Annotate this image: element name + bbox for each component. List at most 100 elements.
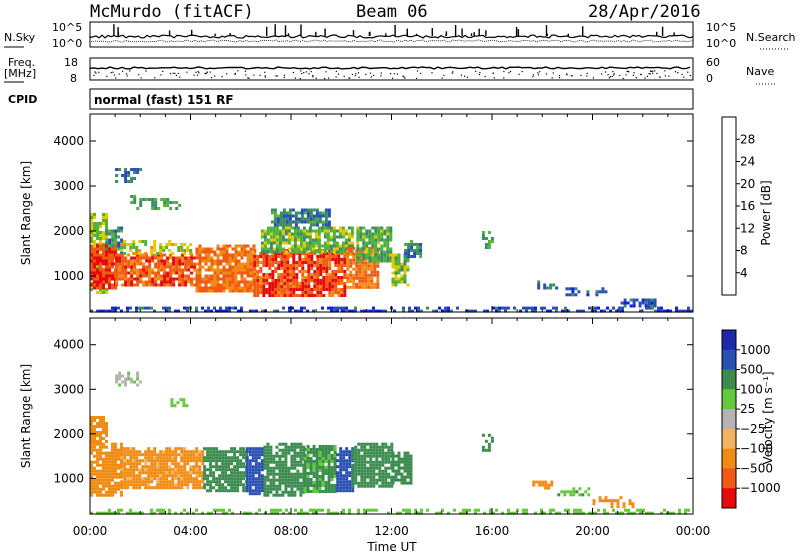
power-cell — [117, 244, 121, 248]
nave-dot — [664, 75, 666, 77]
power-cell — [364, 285, 368, 289]
velocity-cell — [127, 371, 131, 375]
power-cell — [169, 283, 173, 287]
velocity-cell — [372, 508, 375, 512]
velocity-cell — [171, 471, 175, 475]
power-cell — [228, 283, 232, 287]
power-cell — [361, 270, 365, 274]
velocity-cell — [567, 508, 570, 512]
power-cell — [201, 277, 205, 281]
velocity-cell — [150, 508, 153, 512]
nave-dot — [357, 72, 360, 74]
power-cell — [420, 309, 423, 313]
velocity-cell — [93, 419, 96, 422]
power-cell — [322, 294, 326, 297]
velocity-cell — [333, 457, 337, 460]
velocity-cell — [345, 489, 349, 493]
power-cell — [269, 235, 273, 239]
velocity-cell — [150, 459, 154, 463]
power-cell — [358, 285, 362, 289]
power-cell — [654, 309, 657, 313]
velocity-cell — [222, 508, 225, 512]
noise-search-trace — [89, 39, 694, 43]
power-cell — [362, 244, 366, 248]
power-cell — [369, 309, 372, 313]
power-cell — [148, 256, 152, 260]
velocity-cell — [309, 490, 313, 493]
power-cell — [159, 243, 163, 246]
power-cell — [93, 240, 96, 243]
power-cell — [256, 291, 260, 294]
power-cell — [123, 243, 127, 246]
power-cell — [335, 229, 339, 233]
velocity-cell — [93, 440, 96, 443]
velocity-cell — [117, 484, 120, 488]
power-cell — [344, 238, 348, 242]
velocity-cell — [547, 483, 551, 487]
velocity-cell — [135, 453, 139, 457]
velocity-cell — [115, 374, 119, 378]
power-cell — [292, 258, 296, 261]
power-cell — [193, 277, 197, 281]
station-title: McMurdo (fitACF) — [90, 2, 254, 22]
velocity-cell — [132, 511, 135, 515]
velocity-cell — [215, 468, 219, 472]
velocity-cell — [162, 459, 166, 463]
velocity-cell — [96, 440, 99, 443]
power-cell — [108, 253, 111, 257]
velocity-cell — [209, 483, 213, 487]
power-cell — [292, 282, 296, 285]
power-cell — [151, 277, 155, 281]
velocity-cell — [375, 445, 379, 449]
velocity-cell — [348, 474, 352, 478]
nave-dot — [635, 77, 637, 79]
power-cell — [279, 223, 283, 227]
power-cell — [115, 174, 119, 177]
velocity-cell — [287, 448, 291, 452]
velocity-cell — [159, 511, 162, 515]
velocity-cell — [387, 472, 391, 476]
power-cell — [328, 252, 332, 255]
power-cell — [111, 229, 115, 233]
power-cell — [296, 244, 300, 248]
velocity-cell — [141, 459, 145, 463]
velocity-cell — [369, 508, 372, 512]
velocity-cell — [230, 471, 234, 475]
power-cell — [346, 252, 350, 256]
power-cell — [334, 288, 338, 291]
velocity-cell — [203, 483, 207, 487]
power-cell — [419, 255, 423, 258]
velocity-cell — [111, 463, 114, 467]
velocity-cell — [489, 508, 492, 512]
power-cell — [310, 291, 314, 294]
velocity-cell — [180, 453, 184, 457]
velocity-cell — [324, 460, 328, 463]
velocity-cell — [330, 445, 334, 448]
velocity-cell — [111, 448, 114, 452]
velocity-cell — [171, 480, 175, 484]
power-cell — [138, 306, 141, 310]
power-cell — [487, 243, 491, 246]
power-cell — [121, 262, 125, 266]
power-cell — [262, 282, 266, 285]
power-cell — [102, 259, 105, 263]
power-cell — [181, 271, 185, 275]
power-cell — [175, 268, 179, 272]
power-cell — [432, 309, 435, 313]
nave-dot — [98, 71, 100, 73]
power-cell — [386, 250, 390, 254]
velocity-cell — [114, 463, 117, 467]
velocity-cell — [309, 478, 313, 481]
power-cell — [222, 259, 226, 263]
velocity-cell — [357, 484, 361, 488]
power-cell — [246, 268, 250, 272]
power-cell — [312, 217, 316, 221]
power-cell — [300, 211, 304, 215]
x-tick-label: 04:00 — [173, 524, 208, 538]
velocity-cell — [150, 453, 154, 457]
power-cell — [237, 262, 241, 266]
power-cell — [304, 294, 308, 297]
power-cell — [102, 280, 105, 284]
power-cell — [120, 229, 124, 233]
velocity-cell — [312, 490, 316, 493]
